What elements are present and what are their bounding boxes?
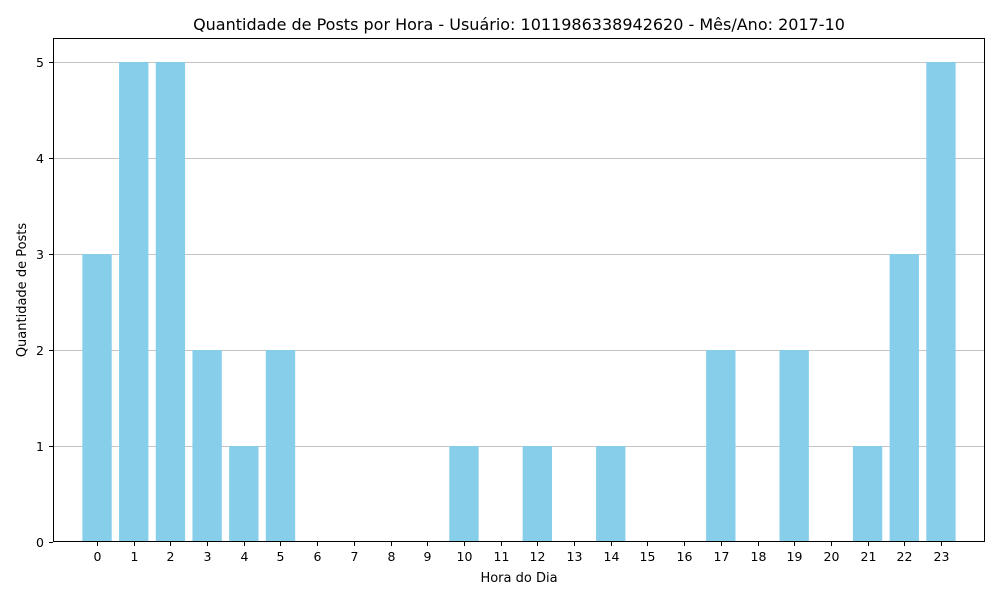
bar-hour-12 (522, 446, 553, 542)
x-tick-label: 7 (351, 549, 359, 564)
x-tick-label: 20 (824, 549, 840, 564)
x-tick-label: 6 (314, 549, 322, 564)
bar-hour-2 (155, 62, 186, 542)
bar-hour-22 (889, 254, 919, 542)
x-tick-label: 22 (897, 549, 913, 564)
x-tick-label: 0 (94, 549, 102, 564)
x-tick-label: 17 (714, 549, 730, 564)
x-tick-label: 8 (388, 549, 396, 564)
bar-hour-1 (119, 62, 149, 542)
x-tick-label: 15 (640, 549, 656, 564)
x-tick-label: 11 (494, 549, 510, 564)
bar-hour-21 (852, 446, 883, 542)
x-tick-label: 9 (424, 549, 432, 564)
chart-title: Quantidade de Posts por Hora - Usuário: … (193, 15, 845, 34)
bar-hour-23 (926, 62, 956, 542)
x-tick-label: 1 (131, 549, 139, 564)
bar-hour-17 (706, 350, 736, 542)
bars (82, 62, 956, 542)
x-axis-label: Hora do Dia (480, 571, 557, 586)
x-tick-label: 4 (241, 549, 249, 564)
x-tick-label: 2 (167, 549, 175, 564)
x-tick-label: 16 (677, 549, 693, 564)
bar-hour-14 (596, 446, 626, 542)
x-tick-label: 12 (530, 549, 546, 564)
bar-hour-19 (779, 350, 809, 542)
bar-hour-0 (82, 254, 112, 542)
bar-hour-10 (449, 446, 479, 542)
x-tick-label: 3 (204, 549, 212, 564)
y-tick-label: 5 (36, 55, 44, 70)
bar-hour-4 (229, 446, 259, 542)
y-axis-ticks: 0 1 2 3 4 5 (36, 55, 53, 550)
x-tick-label: 21 (861, 549, 877, 564)
x-axis-ticks: 0 1 2 3 4 5 6 7 8 9 10 11 12 13 14 15 16 17 18 19 20 21 22 23 (94, 542, 950, 564)
bar-hour-3 (192, 350, 222, 542)
y-tick-label: 0 (36, 535, 44, 550)
y-tick-label: 2 (36, 343, 44, 358)
y-tick-label: 3 (36, 247, 44, 262)
x-tick-label: 14 (604, 549, 620, 564)
x-tick-label: 23 (934, 549, 950, 564)
y-axis-label: Quantidade de Posts (15, 223, 30, 358)
plot-frame (53, 38, 985, 542)
y-tick-label: 4 (36, 151, 44, 166)
bar-hour-5 (265, 350, 296, 542)
x-tick-label: 13 (567, 549, 583, 564)
x-tick-label: 19 (787, 549, 803, 564)
x-tick-label: 5 (277, 549, 285, 564)
x-tick-label: 18 (751, 549, 767, 564)
y-tick-label: 1 (36, 439, 44, 454)
x-tick-label: 10 (457, 549, 473, 564)
